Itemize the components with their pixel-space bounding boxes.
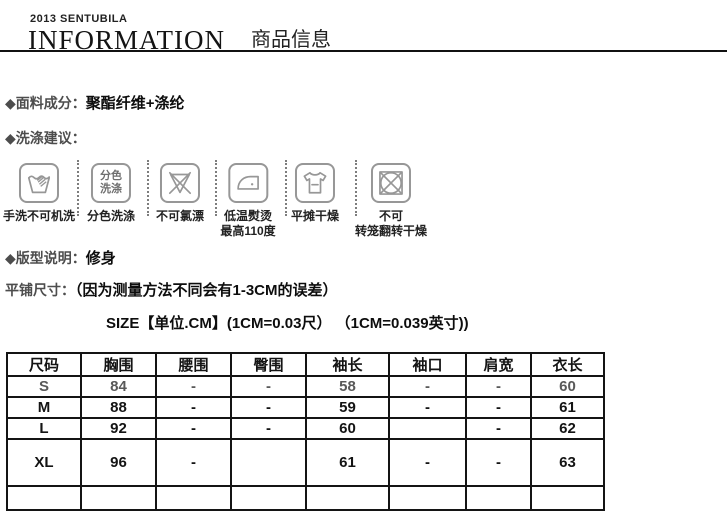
- separate-colors-icon: 分色 洗涤: [90, 163, 131, 203]
- table-cell: 60: [530, 375, 605, 398]
- care-item-no-bleach: 不可氯漂: [156, 163, 204, 224]
- column-header: 肩宽: [465, 352, 532, 377]
- size-table-header-row: 尺码 胸围 腰围 臀围 袖长 袖口 肩宽 衣长: [6, 352, 605, 377]
- care-label: 低温熨烫 最高110度: [220, 209, 276, 238]
- care-label: 不可 转笼翻转干燥: [354, 209, 428, 238]
- no-bleach-icon: [159, 163, 200, 203]
- page-title-row: INFORMATION 商品信息: [28, 23, 331, 54]
- table-cell: -: [230, 375, 307, 398]
- table-cell: -: [155, 375, 232, 398]
- care-label: 不可氯漂: [155, 209, 205, 223]
- size-table: 尺码 胸围 腰围 臀围 袖长 袖口 肩宽 衣长 S 84- -58- -60 M 88- -59- -61 L 9…: [6, 352, 605, 511]
- header-divider: [0, 50, 727, 52]
- column-header: 尺码: [6, 352, 82, 377]
- table-cell: [530, 485, 605, 511]
- table-cell: [230, 485, 307, 511]
- table-cell: [305, 485, 390, 511]
- table-cell: [155, 485, 232, 511]
- table-cell: -: [155, 417, 232, 440]
- care-item-no-tumble-dry: 不可 转笼翻转干燥: [355, 163, 427, 239]
- fabric-composition-line: ◆面料成分：聚酯纤维+涤纶: [5, 92, 185, 113]
- dotted-separator: [147, 160, 149, 216]
- size-row-s: S 84- -58- -60: [6, 375, 605, 398]
- empty-row: [6, 485, 605, 511]
- table-cell: 84: [80, 375, 157, 398]
- care-item-hand-wash: 手洗不可机洗: [3, 163, 75, 224]
- dotted-separator: [285, 160, 287, 216]
- flat-size-note: （因为测量方法不同会有1-3CM的误差）: [75, 282, 338, 299]
- size-unit-title: SIZE【单位.CM】(1CM=0.03尺） （1CM=0.039英寸)): [106, 315, 469, 332]
- pattern-label: ◆版型说明：: [5, 250, 86, 266]
- dotted-separator: [215, 160, 217, 216]
- table-cell: 62: [530, 417, 605, 440]
- table-cell: -: [388, 438, 467, 487]
- table-cell: -: [465, 396, 532, 419]
- table-cell: -: [465, 417, 532, 440]
- table-cell: 61: [305, 438, 390, 487]
- table-cell: 61: [530, 396, 605, 419]
- table-cell: -: [155, 438, 232, 487]
- care-item-flat-dry: 平摊干燥: [291, 163, 339, 224]
- column-header: 袖长: [305, 352, 390, 377]
- size-row-xl: XL 96-61- -63: [6, 438, 605, 487]
- dotted-separator: [355, 160, 357, 216]
- washing-label: ◆洗涤建议：: [5, 130, 86, 146]
- table-cell: [6, 485, 82, 511]
- table-cell: -: [388, 396, 467, 419]
- table-cell: -: [230, 396, 307, 419]
- page-title-zh: 商品信息: [251, 29, 332, 51]
- care-label: 分色洗涤: [86, 209, 136, 223]
- flat-size-label: 平铺尺寸：: [5, 282, 75, 298]
- brand-text: 2013 SENTUBILA: [30, 13, 128, 25]
- dotted-separator: [77, 160, 79, 216]
- flat-dry-icon: [294, 163, 335, 203]
- low-iron-icon: [228, 163, 268, 203]
- hand-wash-icon: [18, 163, 59, 203]
- table-cell: [80, 485, 157, 511]
- care-item-separate-colors: 分色 洗涤 分色洗涤: [87, 163, 135, 224]
- pattern-line: ◆版型说明：修身: [5, 247, 116, 268]
- table-cell: [230, 438, 307, 487]
- column-header: 袖口: [388, 352, 467, 377]
- care-item-low-iron: 低温熨烫 最高110度: [220, 163, 276, 239]
- care-box-text: 分色 洗涤: [99, 169, 122, 195]
- table-cell: 88: [80, 396, 157, 419]
- table-cell: L: [6, 417, 82, 440]
- table-cell: [388, 417, 467, 440]
- column-header: 胸围: [80, 352, 157, 377]
- table-cell: 92: [80, 417, 157, 440]
- washing-advice-line: ◆洗涤建议：: [5, 128, 86, 148]
- size-row-l: L 92- -60-62: [6, 417, 605, 440]
- table-cell: [388, 485, 467, 511]
- column-header: 腰围: [155, 352, 232, 377]
- table-cell: -: [388, 375, 467, 398]
- care-label: 手洗不可机洗: [2, 209, 76, 223]
- table-cell: -: [465, 375, 532, 398]
- flat-size-line: 平铺尺寸：（因为测量方法不同会有1-3CM的误差）: [5, 279, 338, 300]
- column-header: 衣长: [530, 352, 605, 377]
- table-cell: 60: [305, 417, 390, 440]
- table-cell: -: [155, 396, 232, 419]
- pattern-value: 修身: [85, 250, 116, 267]
- table-cell: XL: [6, 438, 82, 487]
- table-cell: S: [6, 375, 82, 398]
- fabric-value: 聚酯纤维+涤纶: [85, 95, 185, 112]
- table-cell: 58: [305, 375, 390, 398]
- table-cell: 59: [305, 396, 390, 419]
- size-row-m: M 88- -59- -61: [6, 396, 605, 419]
- table-cell: -: [230, 417, 307, 440]
- page-title: INFORMATION: [28, 25, 226, 55]
- fabric-label: ◆面料成分：: [5, 95, 86, 111]
- table-cell: -: [465, 438, 532, 487]
- column-header: 臀围: [230, 352, 307, 377]
- table-cell: 63: [530, 438, 605, 487]
- no-tumble-dry-icon: [370, 163, 411, 203]
- table-cell: [465, 485, 532, 511]
- care-label: 平摊干燥: [290, 209, 340, 223]
- table-cell: M: [6, 396, 82, 419]
- table-cell: 96: [80, 438, 157, 487]
